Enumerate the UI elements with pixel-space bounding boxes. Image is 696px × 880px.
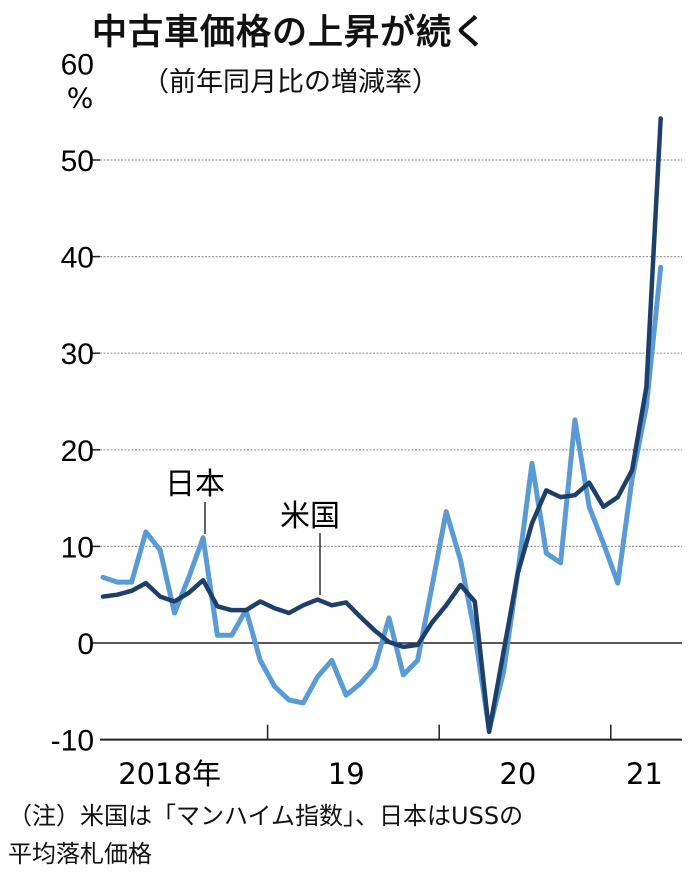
note-line-2: 平均落札価格 — [8, 840, 152, 868]
y-tick-label: -10 — [51, 725, 94, 758]
y-tick-label: 0 — [77, 628, 94, 661]
y-tick-label: 20 — [61, 435, 94, 468]
x-tick-label: 20 — [499, 757, 536, 791]
series-label-japan: 日本 — [165, 467, 225, 502]
y-tick-label: 40 — [61, 242, 94, 275]
series-line-us — [100, 116, 663, 735]
y-tick-label: 50 — [61, 145, 94, 178]
note-line-1: （注）米国は「マンハイム指数」、日本はUSSの — [8, 802, 524, 830]
y-unit-label: % — [67, 81, 94, 114]
x-tick-label: 21 — [626, 757, 663, 791]
x-tick-label: 2018年 — [118, 757, 221, 791]
y-tick-label: 10 — [61, 531, 94, 564]
chart-subtitle: （前年同月比の増減率） — [142, 67, 439, 98]
y-tick-label: 30 — [61, 338, 94, 371]
y-tick-label: 60 — [61, 48, 94, 81]
series-label-us: 米国 — [280, 499, 340, 534]
series-line-japan — [100, 264, 664, 733]
x-tick-label: 19 — [328, 757, 365, 791]
chart-title: 中古車価格の上昇が続く — [92, 13, 489, 53]
